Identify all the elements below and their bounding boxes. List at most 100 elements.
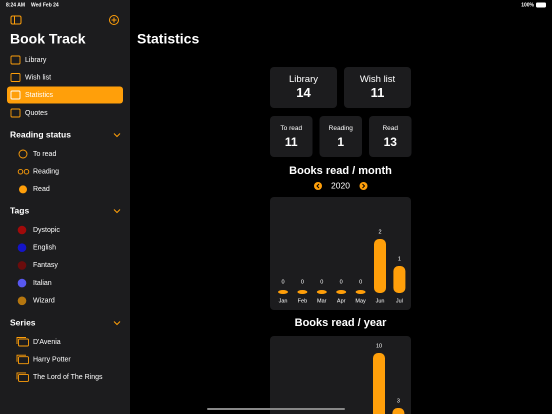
bar-value-label: 10: [376, 343, 382, 349]
stat-label: To read: [280, 125, 302, 132]
status-battery: 100%: [521, 2, 534, 8]
status-item[interactable]: To read: [33, 151, 56, 158]
bar: [393, 266, 406, 293]
bar: [392, 408, 405, 414]
chart-title: Books read / month: [289, 165, 392, 177]
next-year[interactable]: [359, 182, 368, 190]
section-title[interactable]: Series: [10, 317, 36, 327]
section-title[interactable]: Reading status: [10, 129, 71, 139]
menu-item[interactable]: Quotes: [25, 110, 48, 117]
sidebar-title: Book Track: [10, 31, 86, 47]
stat-value: 11: [371, 85, 385, 100]
section-chevron: [113, 321, 121, 326]
bar: [374, 239, 386, 293]
bar: [336, 290, 347, 294]
tag-item[interactable]: Italian: [33, 280, 52, 287]
stat-value: 13: [384, 135, 398, 149]
tag-color: [17, 261, 27, 270]
tag-item[interactable]: Fantasy: [33, 262, 58, 269]
bar-value-label: 2: [378, 229, 381, 235]
status-icon: [18, 149, 28, 159]
status-item[interactable]: Reading: [33, 169, 59, 176]
tag-color: [17, 278, 27, 288]
stat-label: Read: [382, 125, 398, 132]
tag-item[interactable]: English: [33, 245, 56, 252]
bar-value-label: 1: [398, 256, 401, 262]
series-icon: [18, 373, 29, 382]
menu-item[interactable]: Library: [25, 57, 47, 64]
series-icon: [16, 337, 26, 344]
tag-color: [17, 225, 27, 235]
bar: [373, 353, 385, 414]
bar-value-label: 0: [359, 279, 362, 285]
bar-category: Apr: [337, 298, 346, 304]
stat-value: 1: [337, 135, 344, 149]
bar-category: Jan: [279, 298, 288, 304]
sidebar-bg: [0, 0, 130, 414]
bar: [297, 290, 308, 294]
chart-title: Books read / year: [295, 317, 387, 329]
stat-value: 11: [285, 135, 298, 149]
bar-value-label: 0: [320, 279, 323, 285]
prev-arrow: [316, 183, 320, 189]
stat-value: 14: [296, 85, 311, 100]
tag-item[interactable]: Wizard: [33, 298, 55, 305]
bar-category: May: [355, 298, 366, 304]
stat-card: [369, 116, 412, 157]
stat-label: Library: [289, 74, 318, 85]
prev-year[interactable]: [314, 182, 322, 190]
tag-color: [17, 243, 27, 252]
bar: [355, 290, 366, 294]
series-icon: [18, 338, 29, 347]
bar: [278, 290, 288, 294]
stat-card: [319, 116, 362, 157]
bar-category: Jun: [376, 298, 385, 304]
section-chevron: [113, 209, 121, 214]
stat-label: Wish list: [360, 74, 396, 85]
stat-card: [344, 67, 411, 108]
bar-value-label: 0: [301, 279, 304, 285]
bar-category: Mar: [317, 298, 327, 304]
page-title: Statistics: [137, 31, 199, 47]
next-arrow: [362, 183, 366, 189]
stat-label: Reading: [329, 125, 354, 132]
menu-item[interactable]: Statistics: [25, 92, 54, 99]
bar-category: Feb: [298, 298, 307, 304]
status-item[interactable]: Read: [33, 186, 50, 193]
stat-card: [270, 67, 337, 108]
status-icon: [23, 168, 30, 175]
series-icon: [18, 356, 29, 365]
bar: [316, 290, 327, 294]
series-item[interactable]: Harry Potter: [33, 357, 71, 364]
status-icon: [19, 185, 27, 194]
year-label: 2020: [331, 180, 350, 190]
menu-icon: [10, 55, 21, 65]
menu-icon: [10, 73, 21, 82]
status-time: 8:24 AM: [6, 2, 25, 8]
series-icon: [16, 372, 26, 380]
tag-color: [17, 296, 27, 306]
battery-icon: [536, 2, 546, 8]
bar-value-label: 0: [281, 279, 284, 285]
status-date: Wed Feb 24: [31, 2, 59, 8]
menu-icon: [10, 108, 21, 118]
bar-category: Jul: [396, 298, 403, 304]
home-indicator: [207, 408, 345, 410]
series-item[interactable]: D'Avenia: [33, 339, 61, 346]
add-button[interactable]: [109, 15, 119, 25]
stat-card: [270, 116, 313, 157]
bar-value-label: 0: [340, 279, 343, 285]
section-chevron: [113, 133, 121, 138]
bar-value-label: 3: [397, 398, 400, 404]
series-icon: [16, 354, 26, 362]
chart-card: [270, 336, 411, 414]
menu-icon: [10, 90, 21, 100]
tag-item[interactable]: Dystopic: [33, 227, 60, 234]
series-item[interactable]: The Lord of The Rings: [33, 374, 103, 381]
menu-selection[interactable]: [7, 86, 123, 104]
status-icon: [17, 168, 24, 175]
section-title[interactable]: Tags: [10, 205, 29, 215]
menu-item[interactable]: Wish list: [25, 74, 51, 81]
sidebar-toggle[interactable]: [10, 15, 22, 25]
